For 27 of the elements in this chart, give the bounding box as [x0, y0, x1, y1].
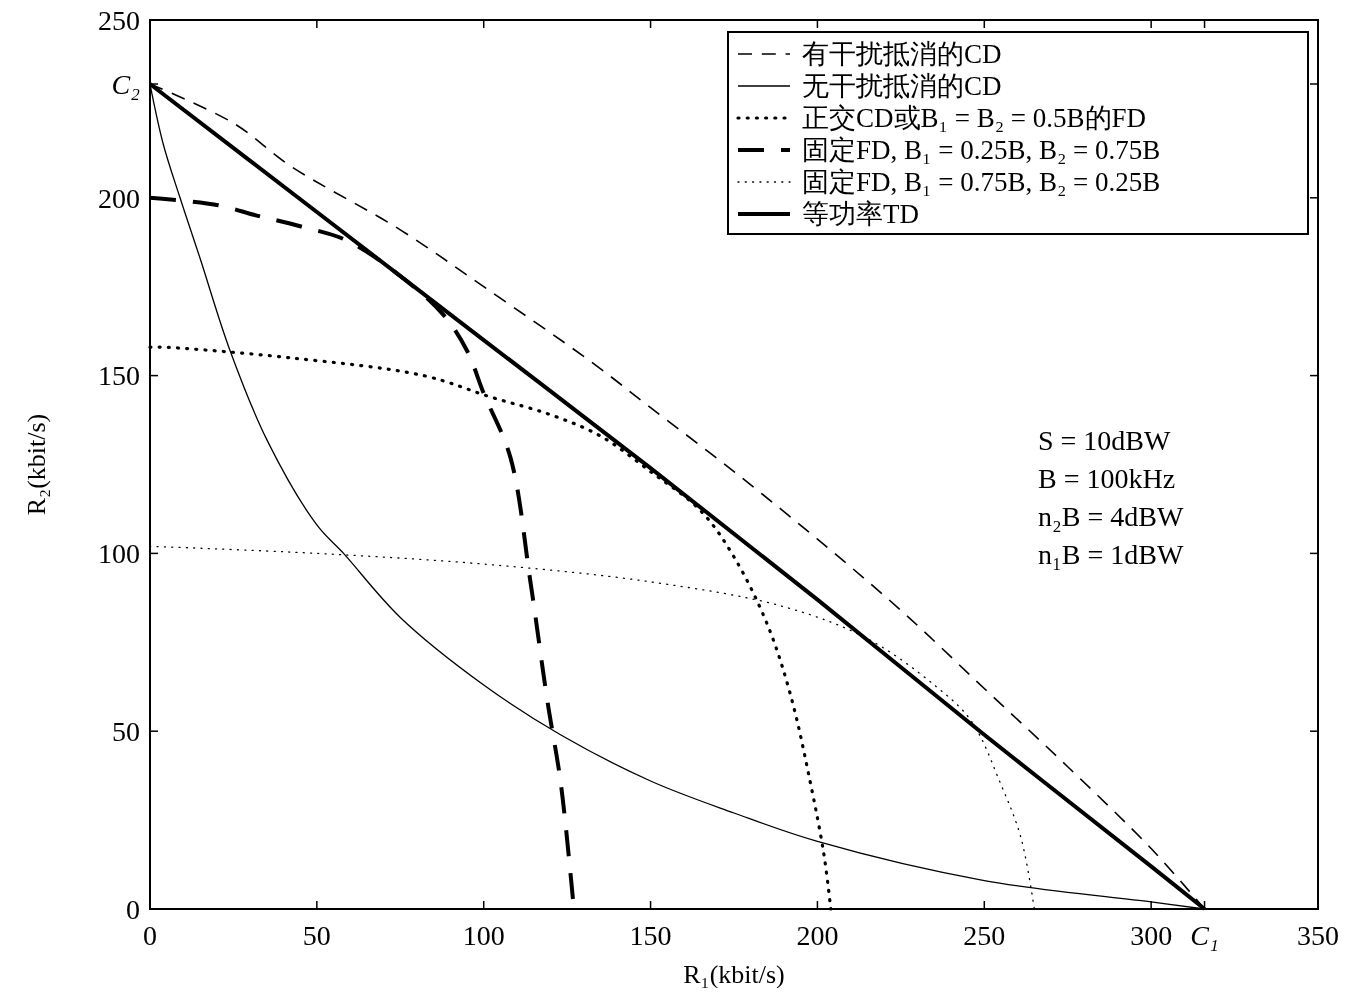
- y-tick-label: 100: [98, 538, 140, 570]
- legend-label: 正交CD或B₁ = B₂ = 0.5B的FD: [802, 103, 1147, 134]
- annotation: n₂B = 4dBW: [1038, 500, 1184, 532]
- y-tick-label: C₂: [111, 68, 141, 100]
- x-tick-label: 300: [1130, 920, 1173, 951]
- annotation: n₁B = 1dBW: [1038, 538, 1184, 570]
- y-tick-label: 50: [112, 716, 140, 747]
- y-tick-label: 250: [98, 4, 140, 36]
- legend-label: 等功率TD: [802, 199, 919, 230]
- x-tick-label: 100: [462, 920, 505, 951]
- x-tick-label: 150: [629, 920, 672, 951]
- legend-label: 无干扰抵消的CD: [802, 71, 1002, 102]
- annotation: S = 10dBW: [1038, 424, 1172, 456]
- legend-label: 有干扰抵消的CD: [802, 39, 1002, 70]
- annotation: B = 100kHz: [1038, 462, 1176, 494]
- x-tick-label: 350: [1297, 920, 1339, 951]
- legend-label: 固定FD, B₁ = 0.75B, B₂ = 0.25B: [802, 167, 1161, 198]
- legend-label: 固定FD, B₁ = 0.25B, B₂ = 0.75B: [802, 135, 1161, 166]
- y-axis-title: R₂(kbit/s): [22, 413, 51, 516]
- x-tick-label: 200: [796, 920, 839, 951]
- y-tick-label: 0: [126, 893, 140, 925]
- x-tick-label: 50: [302, 920, 331, 951]
- y-tick-label: 150: [98, 360, 140, 392]
- x-tick-label: C₁: [1190, 920, 1219, 951]
- x-axis-title: R₁(kbit/s): [683, 960, 785, 989]
- x-tick-label: 250: [963, 920, 1006, 951]
- y-tick-label: 200: [98, 182, 140, 214]
